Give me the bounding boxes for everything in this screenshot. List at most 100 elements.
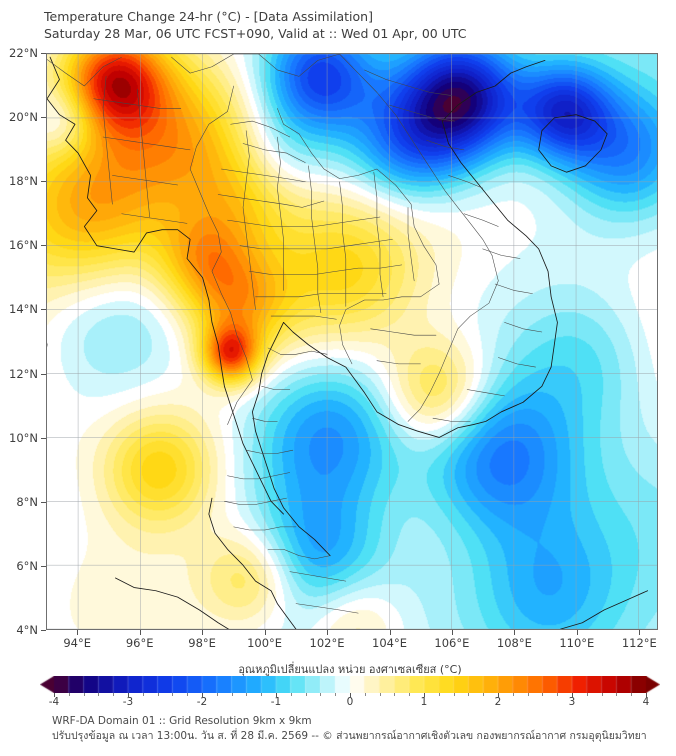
- colorbar-tick: [276, 693, 277, 697]
- x-axis-label: 104°E: [372, 636, 407, 650]
- colorbar-minor-tick: [68, 693, 70, 696]
- colorbar-minor-tick: [83, 693, 85, 696]
- colorbar-tick-label: 3: [568, 696, 576, 708]
- y-axis-label: 14°N: [9, 302, 38, 317]
- colorbar-title: อุณหภูมิเปลี่ยนแปลง หน่วย องศาเซลเซียส (…: [238, 663, 462, 676]
- x-tick: [451, 630, 453, 635]
- y-tick: [41, 309, 46, 311]
- colorbar-minor-tick: [261, 693, 263, 696]
- footer-credit-line: ปรับปรุงข้อมูล ณ เวลา 13:00น. วัน ส. ที่…: [52, 730, 647, 742]
- y-tick: [41, 565, 46, 567]
- colorbar-minor-tick: [542, 693, 544, 696]
- title-block: Temperature Change 24-hr (°C) - [Data As…: [44, 8, 644, 42]
- x-tick: [389, 630, 391, 635]
- y-axis-label: 16°N: [9, 238, 38, 253]
- colorbar-minor-tick: [364, 693, 366, 696]
- colorbar-minor-tick: [631, 693, 633, 696]
- x-axis-label: 100°E: [247, 636, 283, 650]
- colorbar-tick: [572, 693, 573, 697]
- x-axis-label: 96°E: [125, 636, 154, 650]
- y-tick: [41, 181, 46, 183]
- x-tick: [576, 630, 578, 635]
- colorbar-minor-tick: [586, 693, 588, 696]
- colorbar-tick-label: 4: [642, 696, 650, 708]
- x-axis-label: 112°E: [621, 636, 657, 650]
- footer-model-line: WRF-DA Domain 01 :: Grid Resolution 9km …: [52, 715, 312, 727]
- page-subtitle: Saturday 28 Mar, 06 UTC FCST+090, Valid …: [44, 26, 467, 41]
- colorbar[interactable]: อุณหภูมิเปลี่ยนแปลง หน่วย องศาเซลเซียส (…: [40, 660, 660, 708]
- x-tick: [202, 630, 204, 635]
- colorbar-minor-tick: [527, 693, 529, 696]
- colorbar-tick: [646, 693, 647, 697]
- colorbar-minor-tick: [187, 693, 189, 696]
- colorbar-tick-label: 2: [494, 696, 502, 708]
- colorbar-minor-tick: [468, 693, 470, 696]
- y-axis-label: 8°N: [16, 494, 38, 509]
- colorbar-tick: [202, 693, 203, 697]
- page-title: Temperature Change 24-hr (°C) - [Data As…: [44, 9, 373, 24]
- map-plot-area[interactable]: [46, 53, 658, 630]
- y-axis-label: 4°N: [16, 623, 38, 637]
- colorbar-minor-tick: [616, 693, 618, 696]
- x-tick: [327, 630, 328, 635]
- colorbar-gradient: [40, 676, 660, 693]
- y-axis-label: 12°N: [9, 366, 38, 381]
- y-axis-label: 6°N: [16, 558, 38, 573]
- y-tick: [41, 373, 46, 375]
- colorbar-minor-tick: [172, 693, 174, 696]
- x-axis-label: 98°E: [188, 636, 216, 650]
- x-axis-label: 110°E: [559, 636, 595, 650]
- y-axis-label: 10°N: [9, 430, 38, 445]
- x-axis-label: 94°E: [63, 636, 92, 650]
- colorbar-tick: [424, 693, 425, 697]
- colorbar-minor-tick: [438, 693, 440, 696]
- colorbar-minor-tick: [216, 693, 218, 696]
- colorbar-tick: [54, 693, 55, 697]
- x-axis-label: 106°E: [434, 636, 470, 650]
- y-tick: [41, 437, 46, 439]
- colorbar-tick-label: -3: [122, 696, 134, 708]
- colorbar-tick-label: -2: [196, 696, 208, 708]
- colorbar-minor-tick: [305, 693, 307, 696]
- colorbar-minor-tick: [113, 693, 115, 696]
- colorbar-minor-tick: [483, 693, 485, 696]
- colorbar-minor-tick: [409, 693, 411, 696]
- colorbar-tick-label: -1: [270, 696, 282, 708]
- colorbar-minor-tick: [98, 693, 100, 696]
- colorbar-tick-label: 0: [346, 696, 354, 708]
- colorbar-minor-tick: [142, 693, 144, 696]
- y-tick: [41, 245, 46, 247]
- x-tick: [139, 630, 141, 635]
- x-tick: [639, 630, 641, 635]
- colorbar-minor-tick: [512, 693, 514, 696]
- colorbar-tick-label: -4: [48, 696, 60, 708]
- colorbar-minor-tick: [453, 693, 455, 696]
- colorbar-minor-tick: [320, 693, 322, 696]
- x-axis-label: 102°E: [309, 636, 345, 650]
- x-tick: [77, 630, 79, 635]
- x-axis-label: 108°E: [496, 636, 532, 650]
- footer: WRF-DA Domain 01 :: Grid Resolution 9km …: [52, 714, 672, 744]
- colorbar-tick: [498, 693, 499, 697]
- colorbar-minor-tick: [231, 693, 233, 696]
- y-axis-label: 22°N: [9, 46, 38, 60]
- y-tick: [41, 501, 46, 503]
- y-tick: [41, 630, 46, 631]
- y-axis-label: 18°N: [9, 174, 38, 189]
- colorbar-minor-tick: [157, 693, 159, 696]
- colorbar-minor-tick: [379, 693, 381, 696]
- x-tick: [264, 630, 266, 635]
- colorbar-minor-tick: [394, 693, 396, 696]
- y-axis-label: 20°N: [9, 110, 38, 125]
- colorbar-minor-tick: [601, 693, 603, 696]
- colorbar-minor-tick: [290, 693, 292, 696]
- x-tick: [514, 630, 516, 635]
- temperature-anomaly-field: [47, 54, 657, 629]
- y-tick: [41, 53, 46, 54]
- y-tick: [41, 117, 46, 119]
- colorbar-minor-tick: [335, 693, 337, 696]
- colorbar-tick: [350, 693, 351, 697]
- colorbar-minor-tick: [557, 693, 559, 696]
- colorbar-minor-tick: [246, 693, 248, 696]
- colorbar-tick-label: 1: [420, 696, 428, 708]
